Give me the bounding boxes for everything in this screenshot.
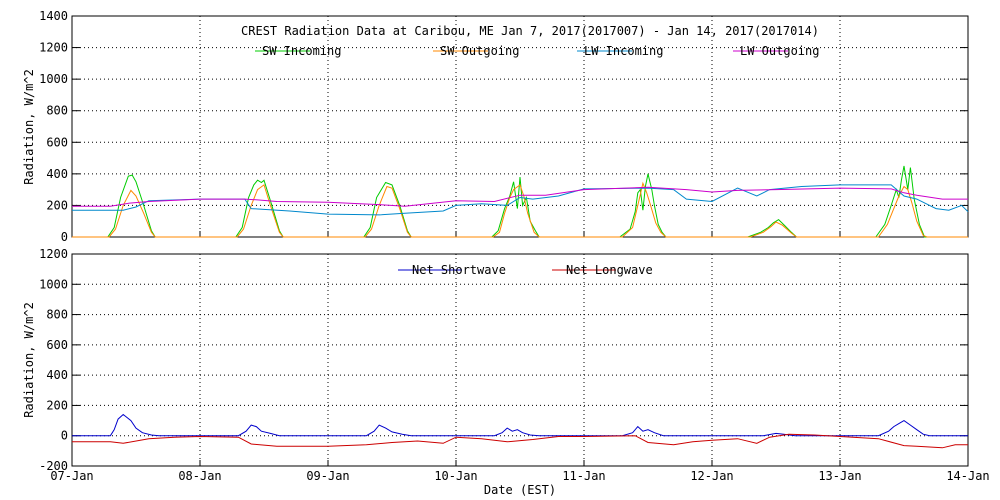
bottom-y-tick-label: 400	[46, 368, 68, 382]
x-tick-label: 09-Jan	[306, 469, 349, 483]
series-net-longwave	[72, 433, 968, 449]
bottom-y-tick-label: 800	[46, 308, 68, 322]
x-tick-label: 14-Jan	[946, 469, 989, 483]
top-y-tick-label: 600	[46, 135, 68, 149]
bottom-y-axis-label: Radiation, W/m^2	[22, 302, 36, 418]
bottom-y-tick-label: 1000	[39, 277, 68, 291]
legend-label-sw-outgoing: SW Outgoing	[440, 44, 519, 58]
top-series-group	[72, 165, 969, 238]
top-plot-frame	[71, 15, 969, 238]
legend-label-sw-incoming: SW Incoming	[262, 44, 341, 58]
legend-label-lw-incoming: LW Incoming	[584, 44, 663, 58]
x-tick-label: 11-Jan	[562, 469, 605, 483]
series-sw-outgoing	[72, 181, 968, 238]
series-net-shortwave	[72, 413, 968, 437]
top-y-tick-label: 1000	[39, 72, 68, 86]
top-y-tick-label: 1400	[39, 9, 68, 23]
x-axis-label: Date (EST)	[484, 483, 556, 497]
bottom-grid	[72, 254, 968, 466]
series-sw-incoming	[72, 165, 968, 238]
bottom-y-tick-label: -200	[39, 459, 68, 473]
legend-label-lw-outgoing: LW Outgoing	[740, 44, 819, 58]
bottom-legend: Net Shortwave Net Longwave	[398, 263, 653, 277]
bottom-y-tick-label: 200	[46, 398, 68, 412]
chart-title: CREST Radiation Data at Caribou, ME Jan …	[241, 24, 819, 38]
top-y-tick-label: 200	[46, 198, 68, 212]
bottom-y-tick-label: 1200	[39, 247, 68, 261]
top-y-tick-label: 1200	[39, 41, 68, 55]
bottom-y-tick-label: 600	[46, 338, 68, 352]
top-y-axis: 0 200 400 600 800 1000 1200 1400	[39, 9, 969, 244]
top-grid	[72, 16, 968, 237]
top-legend: SW Incoming SW Outgoing LW Incoming LW O…	[255, 44, 819, 58]
bottom-y-axis: -200 0 200 400 600 800 1000 1200	[39, 247, 969, 473]
x-tick-label: 08-Jan	[178, 469, 221, 483]
top-y-axis-label: Radiation, W/m^2	[22, 69, 36, 185]
bottom-series-group	[72, 413, 968, 449]
x-tick-label: 10-Jan	[434, 469, 477, 483]
top-y-tick-label: 800	[46, 104, 68, 118]
top-y-tick-label: 400	[46, 167, 68, 181]
legend-label-net-longwave: Net Longwave	[566, 263, 653, 277]
x-axis: 07-Jan 08-Jan 09-Jan 10-Jan 11-Jan 12-Jan 13-J…	[50, 469, 989, 483]
top-y-tick-label: 0	[61, 230, 68, 244]
x-tick-label: 12-Jan	[690, 469, 733, 483]
legend-label-net-shortwave: Net Shortwave	[412, 263, 506, 277]
x-tick-label: 13-Jan	[818, 469, 861, 483]
bottom-plot-frame	[71, 253, 969, 467]
bottom-y-tick-label: 0	[61, 429, 68, 443]
series-lw-outgoing	[72, 186, 968, 207]
series-lw-incoming	[72, 184, 969, 216]
x-tick-label: 07-Jan	[50, 469, 93, 483]
